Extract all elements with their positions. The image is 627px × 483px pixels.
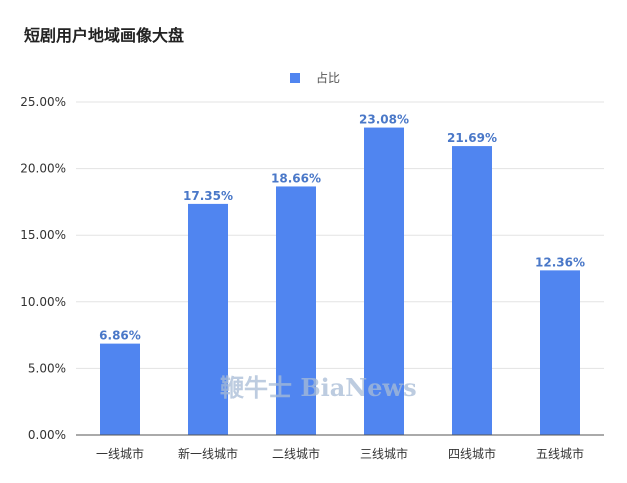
data-label: 23.08% xyxy=(359,113,409,127)
y-tick-label: 20.00% xyxy=(20,162,66,176)
data-label: 6.86% xyxy=(99,329,141,343)
legend-swatch xyxy=(290,72,300,83)
x-tick-label: 一线城市 xyxy=(96,446,144,461)
data-label: 17.35% xyxy=(183,189,233,203)
gridlines xyxy=(76,101,604,369)
bar xyxy=(364,127,404,435)
legend[interactable]: 占比 xyxy=(290,69,340,86)
x-axis-ticks: 一线城市 新一线城市 二线城市 三线城市 四线城市 五线城市 xyxy=(96,446,584,461)
legend-label: 占比 xyxy=(316,71,341,85)
y-tick-label: 10.00% xyxy=(20,295,66,309)
chart-title: 短剧用户地域画像大盘 xyxy=(24,26,185,45)
x-tick-label: 二线城市 xyxy=(272,446,320,461)
y-tick-label: 0.00% xyxy=(28,428,66,442)
y-tick-label: 25.00% xyxy=(20,95,66,109)
bar xyxy=(540,270,580,435)
bar xyxy=(452,146,492,435)
y-axis-ticks: 0.00% 5.00% 10.00% 15.00% 20.00% 25.00% xyxy=(20,95,66,442)
x-tick-label: 新一线城市 xyxy=(178,446,238,461)
data-label: 18.66% xyxy=(271,171,321,185)
bar xyxy=(188,203,228,435)
y-tick-label: 5.00% xyxy=(28,361,66,375)
data-label: 12.36% xyxy=(535,255,585,269)
bar xyxy=(100,343,140,435)
x-tick-label: 五线城市 xyxy=(536,446,584,461)
y-tick-label: 15.00% xyxy=(20,228,66,242)
x-tick-label: 四线城市 xyxy=(448,446,496,461)
watermark-logo: 鞭牛士 BiaNews xyxy=(220,373,417,402)
data-label: 21.69% xyxy=(447,131,497,145)
bar xyxy=(276,186,316,435)
data-labels: 6.86% 17.35% 18.66% 23.08% 21.69% 12.36% xyxy=(99,113,585,343)
x-tick-label: 三线城市 xyxy=(360,446,408,461)
bars xyxy=(100,127,580,435)
